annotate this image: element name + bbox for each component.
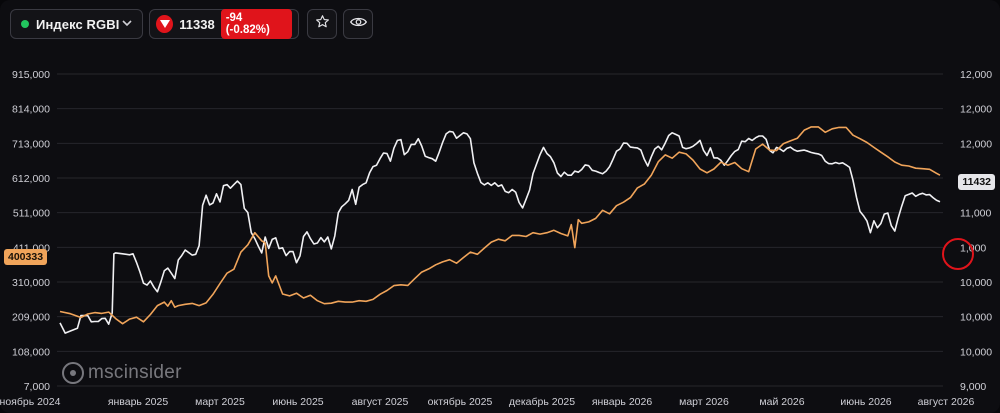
- series-layer: [59, 126, 941, 334]
- line-chart: 915,000814,000713,000612,000511,000411,0…: [0, 69, 992, 408]
- y-right-tick: 12,000: [960, 104, 992, 116]
- star-icon: [315, 14, 330, 34]
- y-left-tick: 915,000: [12, 69, 50, 81]
- highlight-circle: [942, 238, 974, 270]
- arrow-down-icon: [156, 15, 174, 33]
- index-price: 11338: [179, 16, 215, 32]
- x-tick-label: январь 2026: [592, 396, 653, 408]
- y-right-tick: 10,000: [960, 346, 992, 358]
- left-axis: 915,000814,000713,000612,000511,000411,0…: [12, 69, 50, 393]
- y-right-tick: 9,000: [960, 381, 986, 393]
- quote-box: 11338 -94 (-0.82%): [149, 9, 299, 39]
- index-selector[interactable]: Индекс RGBI: [10, 9, 143, 39]
- y-right-tick: 10,000: [960, 312, 992, 324]
- change-badge: -94 (-0.82%): [220, 9, 292, 39]
- y-right-tick: 10,000: [960, 277, 992, 289]
- series-line-white: [59, 130, 941, 334]
- x-tick-label: март 2026: [679, 396, 729, 408]
- y-right-tick: 12,000: [960, 69, 992, 81]
- y-left-tick: 713,000: [12, 138, 50, 150]
- toolbar: Индекс RGBI 11338 -94 (-0.82%): [10, 9, 373, 39]
- brand-name: mscinsider: [88, 362, 182, 383]
- chevron-down-icon: [122, 19, 132, 30]
- x-tick-label: июнь 2026: [840, 396, 891, 408]
- y-left-tick: 511,000: [13, 208, 50, 220]
- y-left-tick: 310,000: [12, 277, 50, 289]
- y-right-tick: 12,000: [960, 138, 992, 150]
- x-tick-label: август 2026: [918, 396, 975, 408]
- x-tick-label: октябрь 2025: [428, 396, 493, 408]
- y-left-tick: 612,000: [12, 173, 50, 185]
- last-value-tag-right: 11432: [958, 174, 995, 190]
- x-tick-label: май 2026: [759, 396, 804, 408]
- x-tick-label: август 2025: [352, 396, 409, 408]
- watch-button[interactable]: [343, 9, 373, 39]
- x-tick-label: январь 2025: [108, 396, 169, 408]
- right-axis: 12,00012,00012,00011,00011,0001,00010,00…: [960, 69, 992, 393]
- y-left-tick: 814,000: [12, 104, 50, 116]
- index-name: Индекс RGBI: [36, 16, 120, 32]
- logo-mark: [62, 362, 84, 384]
- x-tick-label: март 2025: [195, 396, 245, 408]
- y-left-tick: 108,000: [12, 346, 50, 358]
- x-tick-label: ноябрь 2024: [0, 396, 61, 408]
- y-left-tick: 7,000: [24, 381, 50, 393]
- y-left-tick: 209,000: [12, 312, 50, 324]
- x-axis: ноябрь 2024 январь 2025 март 2025 июнь 2025…: [0, 396, 975, 408]
- status-dot: [21, 20, 29, 28]
- brand-logo: mscinsider: [62, 362, 182, 384]
- favorite-button[interactable]: [307, 9, 337, 39]
- last-value-tag-left: 400333: [4, 249, 48, 265]
- y-right-tick: 11,000: [960, 208, 991, 220]
- grid-lines: [57, 73, 943, 387]
- x-tick-label: июнь 2025: [272, 396, 323, 408]
- series-line-orange: [59, 126, 941, 325]
- x-tick-label: декабрь 2025: [509, 396, 575, 408]
- eye-icon: [349, 15, 367, 33]
